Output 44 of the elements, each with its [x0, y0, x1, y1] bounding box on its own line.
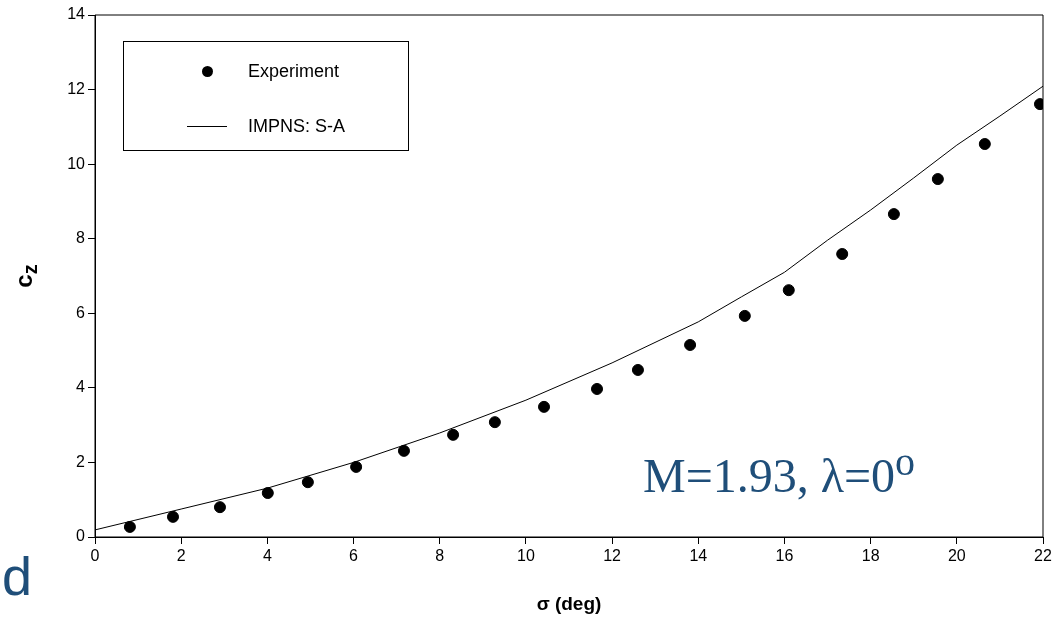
y-tick-label: 4	[76, 378, 86, 396]
point	[350, 460, 363, 473]
point	[591, 382, 604, 395]
y-tick-label: 12	[67, 79, 86, 97]
x-tick-label: 0	[90, 547, 100, 565]
point	[631, 363, 644, 376]
x-tick-label: 18	[861, 547, 880, 565]
point	[538, 400, 551, 413]
x-tick-label: 22	[1034, 547, 1052, 565]
y-tick-label: 6	[76, 303, 86, 321]
y-tick-label: 2	[76, 452, 86, 470]
point	[213, 501, 226, 514]
y-tick-label: 14	[67, 5, 86, 23]
point	[123, 520, 136, 533]
x-axis-title: σ (deg)	[536, 593, 602, 615]
x-tick-label: 2	[176, 547, 186, 565]
point	[738, 309, 751, 322]
x-tick-label: 6	[349, 547, 359, 565]
legend-label: IMPNS: S-A	[248, 115, 346, 137]
y-tick-label: 0	[76, 527, 86, 545]
point	[887, 208, 900, 221]
x-tick-label: 12	[603, 547, 622, 565]
x-tick-label: 14	[689, 547, 708, 565]
point	[782, 284, 795, 297]
point	[447, 428, 460, 441]
x-tick-label: 4	[262, 547, 272, 565]
point	[978, 138, 991, 151]
point	[836, 248, 849, 260]
x-tick-label: 16	[775, 547, 794, 565]
legend-label: Experiment	[248, 60, 340, 82]
text: d	[2, 545, 33, 607]
point	[931, 173, 944, 186]
y-tick-label: 10	[67, 154, 86, 172]
point	[167, 510, 179, 523]
point	[397, 444, 410, 457]
point	[301, 476, 314, 489]
point	[684, 338, 697, 351]
y-tick-label: 8	[76, 229, 86, 247]
x-tick-label: 20	[947, 547, 966, 565]
x-tick-label: 10	[517, 547, 535, 565]
annotation: M=1.93, λ=0$^{o}$	[643, 438, 916, 503]
x-tick-label: 8	[435, 547, 445, 565]
point	[261, 487, 274, 499]
point	[488, 416, 501, 429]
